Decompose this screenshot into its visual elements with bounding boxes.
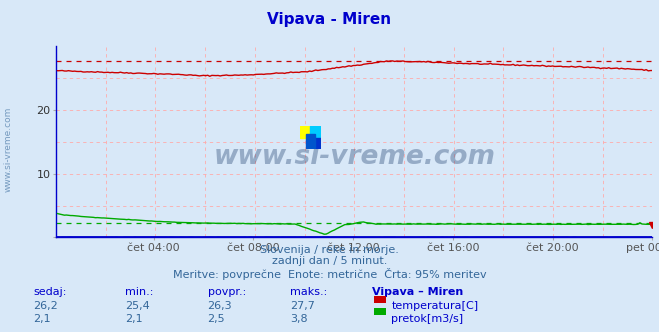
Text: 26,2: 26,2	[33, 301, 58, 311]
Text: Vipava – Miren: Vipava – Miren	[372, 287, 463, 297]
Text: 26,3: 26,3	[208, 301, 232, 311]
Text: zadnji dan / 5 minut.: zadnji dan / 5 minut.	[272, 256, 387, 266]
Text: maks.:: maks.:	[290, 287, 328, 297]
Text: www.si-vreme.com: www.si-vreme.com	[3, 107, 13, 192]
Text: 2,1: 2,1	[33, 314, 51, 324]
Text: Slovenija / reke in morje.: Slovenija / reke in morje.	[260, 245, 399, 255]
Text: Vipava - Miren: Vipava - Miren	[268, 12, 391, 27]
Text: min.:: min.:	[125, 287, 154, 297]
Bar	[310, 126, 321, 138]
Text: 2,1: 2,1	[125, 314, 143, 324]
Text: povpr.:: povpr.:	[208, 287, 246, 297]
Bar	[300, 126, 310, 138]
Text: Meritve: povprečne  Enote: metrične  Črta: 95% meritev: Meritve: povprečne Enote: metrične Črta:…	[173, 268, 486, 280]
Text: sedaj:: sedaj:	[33, 287, 67, 297]
Text: pretok[m3/s]: pretok[m3/s]	[391, 314, 463, 324]
Bar	[310, 138, 321, 149]
Text: 27,7: 27,7	[290, 301, 315, 311]
Text: 3,8: 3,8	[290, 314, 308, 324]
Text: 25,4: 25,4	[125, 301, 150, 311]
Text: 2,5: 2,5	[208, 314, 225, 324]
Text: temperatura[C]: temperatura[C]	[391, 301, 478, 311]
Bar	[306, 134, 314, 148]
Text: www.si-vreme.com: www.si-vreme.com	[214, 144, 495, 170]
